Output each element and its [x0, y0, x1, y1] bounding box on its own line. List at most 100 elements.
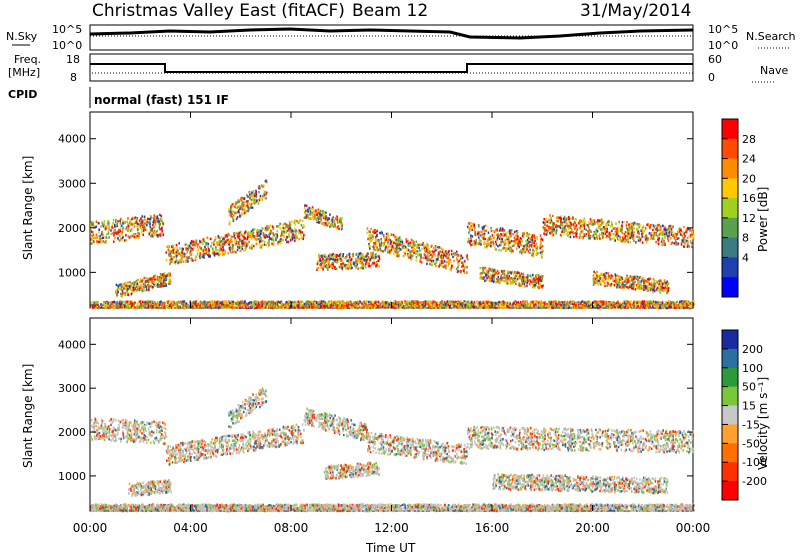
power-echo — [107, 221, 109, 225]
power-echo — [179, 247, 181, 250]
power-echo — [115, 283, 118, 287]
power-echo — [321, 255, 323, 259]
power-echo — [259, 245, 262, 249]
power-echo — [134, 286, 136, 290]
power-echo — [454, 252, 457, 255]
power-echo — [111, 226, 113, 229]
power-echo — [652, 237, 655, 240]
power-echo — [213, 239, 216, 242]
power-echo — [450, 266, 453, 269]
power-echo — [536, 252, 539, 255]
power-echo — [328, 221, 331, 224]
power-echo — [500, 232, 502, 236]
power-echo — [241, 208, 244, 211]
power-echo — [535, 253, 538, 256]
power-echo — [316, 216, 319, 220]
power-echo — [506, 248, 509, 251]
power-echo — [606, 234, 608, 238]
power-echo — [282, 227, 285, 230]
power-echo — [425, 248, 428, 252]
power-echo — [567, 225, 569, 228]
power-echo — [134, 281, 136, 284]
power-echo — [482, 266, 485, 270]
power-echo — [455, 267, 458, 271]
power-echo — [187, 248, 190, 252]
power-echo — [402, 244, 405, 247]
power-echo — [247, 208, 249, 212]
power-echo — [533, 250, 535, 253]
power-echo — [142, 285, 145, 288]
power-echo — [149, 217, 152, 221]
power-echo — [493, 230, 496, 234]
power-echo — [112, 221, 115, 224]
power-echo — [250, 230, 253, 233]
power-echo — [659, 290, 661, 294]
power-echo — [420, 243, 422, 247]
power-echo — [566, 222, 569, 226]
power-echo — [188, 246, 190, 250]
noise-tick-right-top: 10^5 — [708, 23, 738, 36]
power-echo — [217, 241, 219, 244]
power-echo — [542, 226, 545, 229]
power-echo — [148, 233, 151, 237]
power-echo — [392, 252, 395, 256]
power-echo — [135, 225, 138, 228]
power-echo — [443, 253, 446, 257]
power-echo — [507, 240, 510, 244]
power-echo — [321, 262, 323, 265]
power-echo — [542, 221, 545, 224]
power-echo — [257, 234, 259, 237]
power-echo — [514, 238, 517, 242]
power-echo — [211, 252, 214, 255]
power-echo — [372, 251, 374, 254]
power-echo — [448, 260, 450, 263]
power-echo — [566, 233, 568, 236]
power-echo — [319, 263, 321, 267]
power-echo — [160, 282, 163, 285]
power-echo — [202, 238, 205, 241]
power-echo — [190, 252, 192, 255]
power-echo — [366, 258, 368, 261]
power-echo — [106, 236, 108, 240]
power-echo — [172, 248, 175, 252]
power-echo — [235, 251, 237, 254]
power-echo — [176, 261, 179, 265]
power-echo — [286, 236, 289, 239]
power-echo — [392, 233, 395, 237]
power-echo — [231, 209, 234, 213]
power-echo — [659, 228, 662, 232]
power-echo — [140, 217, 142, 220]
power-echo — [541, 248, 543, 252]
power-echo — [231, 247, 234, 250]
power-echo — [543, 232, 545, 235]
power-echo — [340, 227, 343, 231]
power-echo — [610, 274, 613, 277]
power-echo — [240, 230, 242, 233]
power-echo — [223, 253, 225, 256]
power-echo — [218, 249, 221, 253]
power-echo — [598, 233, 601, 236]
power-echo — [575, 232, 578, 236]
power-echo — [572, 223, 574, 226]
power-echo — [132, 223, 134, 226]
power-echo — [258, 242, 261, 245]
power-echo — [108, 236, 110, 239]
power-echo — [169, 262, 171, 266]
power-echo — [428, 254, 430, 258]
power-echo — [219, 238, 222, 241]
power-echo — [162, 233, 165, 237]
power-echo — [619, 238, 622, 241]
power-echo — [275, 236, 277, 240]
power-echo — [500, 274, 503, 277]
power-echo — [333, 222, 336, 226]
power-echo — [90, 234, 93, 237]
power-echo — [132, 233, 135, 236]
power-echo — [620, 286, 623, 289]
power-echo — [514, 242, 517, 245]
power-echo — [440, 256, 442, 259]
power-echo — [585, 228, 588, 232]
power-echo — [495, 243, 498, 246]
power-echo — [348, 257, 351, 260]
power-echo — [377, 239, 380, 243]
power-echo — [553, 223, 556, 226]
